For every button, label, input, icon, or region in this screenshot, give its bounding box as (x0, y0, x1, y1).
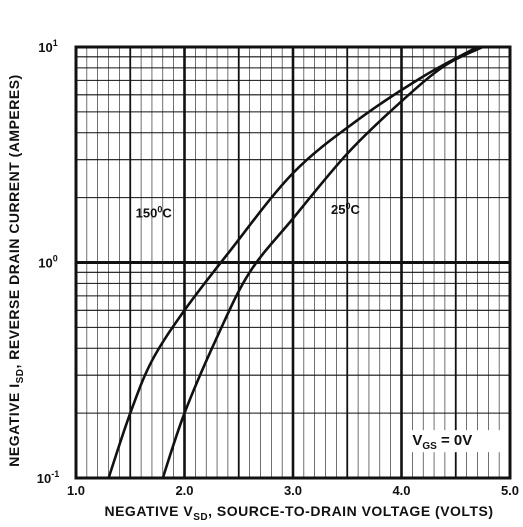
x-tick-label: 2.0 (175, 483, 193, 498)
series-layer (107, 45, 485, 480)
series-line-25c (161, 45, 485, 480)
y-tick-label: 100 (38, 254, 57, 271)
x-tick-label: 1.0 (67, 483, 85, 498)
x-tick-label: 4.0 (392, 483, 410, 498)
x-tick-label: 5.0 (501, 483, 519, 498)
series-label-25c: 250C (331, 201, 360, 217)
x-tick-label: 3.0 (284, 483, 302, 498)
plot-frame (74, 45, 512, 480)
x-axis-title: NEGATIVE VSD, SOURCE-TO-DRAIN VOLTAGE (V… (104, 503, 493, 523)
y-tick-label: 10-1 (37, 469, 59, 486)
annotation-background (408, 430, 505, 453)
vgs-annotation: VGS = 0V (412, 432, 472, 452)
y-tick-label: 101 (38, 38, 57, 55)
label-layer: 1500C 250C 1.0 2.0 3.0 4.0 5.0 10-1 100 101 NEGATI… (6, 38, 519, 523)
y-axis-title: NEGATIVE ISD, REVERSE DRAIN CURRENT (AMP… (6, 74, 26, 466)
series-label-150c: 1500C (136, 204, 173, 220)
series-line-150c (107, 45, 479, 480)
grid (74, 45, 512, 480)
